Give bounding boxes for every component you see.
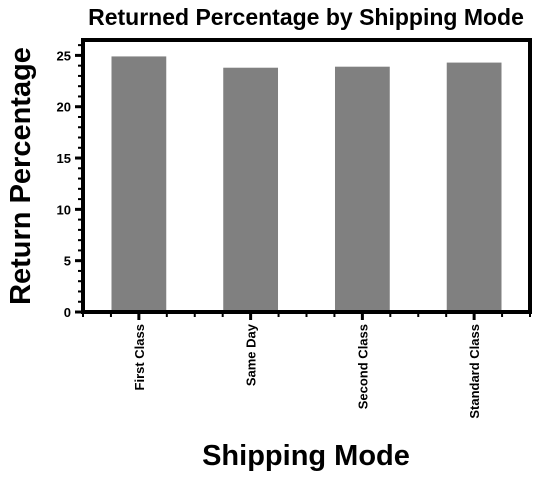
bar: [446, 62, 502, 312]
x-tick-label: Same Day: [244, 323, 259, 386]
y-tick-label: 10: [57, 202, 71, 217]
bars-group: [111, 56, 502, 313]
chart-title: Returned Percentage by Shipping Mode: [88, 4, 524, 30]
x-tick-label: Second Class: [355, 324, 370, 409]
y-axis-label: Return Percentage: [5, 47, 37, 305]
x-axis-ticks: First Class Same Day Second Class Standard …: [82, 312, 531, 419]
y-tick-label: 5: [64, 254, 71, 269]
y-tick-label: 20: [57, 100, 71, 115]
y-tick-label: 25: [57, 48, 71, 63]
x-tick-label: First Class: [132, 324, 147, 390]
bar: [334, 66, 390, 312]
x-tick-label: Standard Class: [467, 324, 482, 419]
y-tick-label: 15: [57, 151, 71, 166]
plot-frame: [81, 38, 532, 314]
bar: [223, 67, 279, 312]
bar: [111, 56, 167, 313]
y-tick-label: 0: [64, 305, 71, 320]
x-axis-label: Shipping Mode: [202, 440, 410, 472]
y-axis-ticks: 0 5 10 15 20 25: [57, 44, 83, 320]
